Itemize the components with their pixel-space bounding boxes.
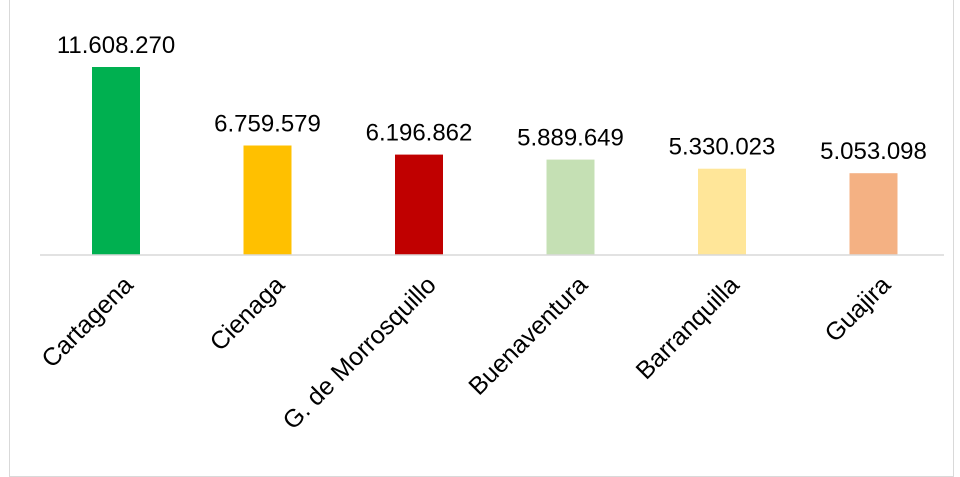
bar-2 [243, 145, 292, 255]
category-label-5: Barranquilla [631, 271, 745, 385]
bar-4 [546, 159, 595, 255]
value-label-1: 11.608.270 [57, 32, 175, 59]
bar-6 [849, 173, 898, 255]
value-label-5: 5.330.023 [669, 134, 776, 161]
category-label-4: Buenaventura [463, 271, 593, 401]
bar-5 [698, 168, 746, 255]
value-label-3: 6.196.862 [366, 120, 473, 147]
bar-1 [92, 67, 140, 255]
value-label-4: 5.889.649 [517, 125, 624, 152]
category-label-1: Cartagena [36, 271, 138, 373]
bar-3 [395, 154, 443, 255]
value-label-2: 6.759.579 [214, 111, 321, 138]
category-label-6: Guajira [819, 271, 896, 348]
category-label-2: Cienaga [205, 271, 291, 357]
value-label-6: 5.053.098 [820, 138, 927, 165]
bars-layer [92, 67, 898, 255]
category-label-3: G. de Morrosquillo [277, 271, 441, 435]
value-labels-layer: 11.608.270 6.759.579 6.196.862 5.889.649 5.3… [57, 32, 927, 165]
